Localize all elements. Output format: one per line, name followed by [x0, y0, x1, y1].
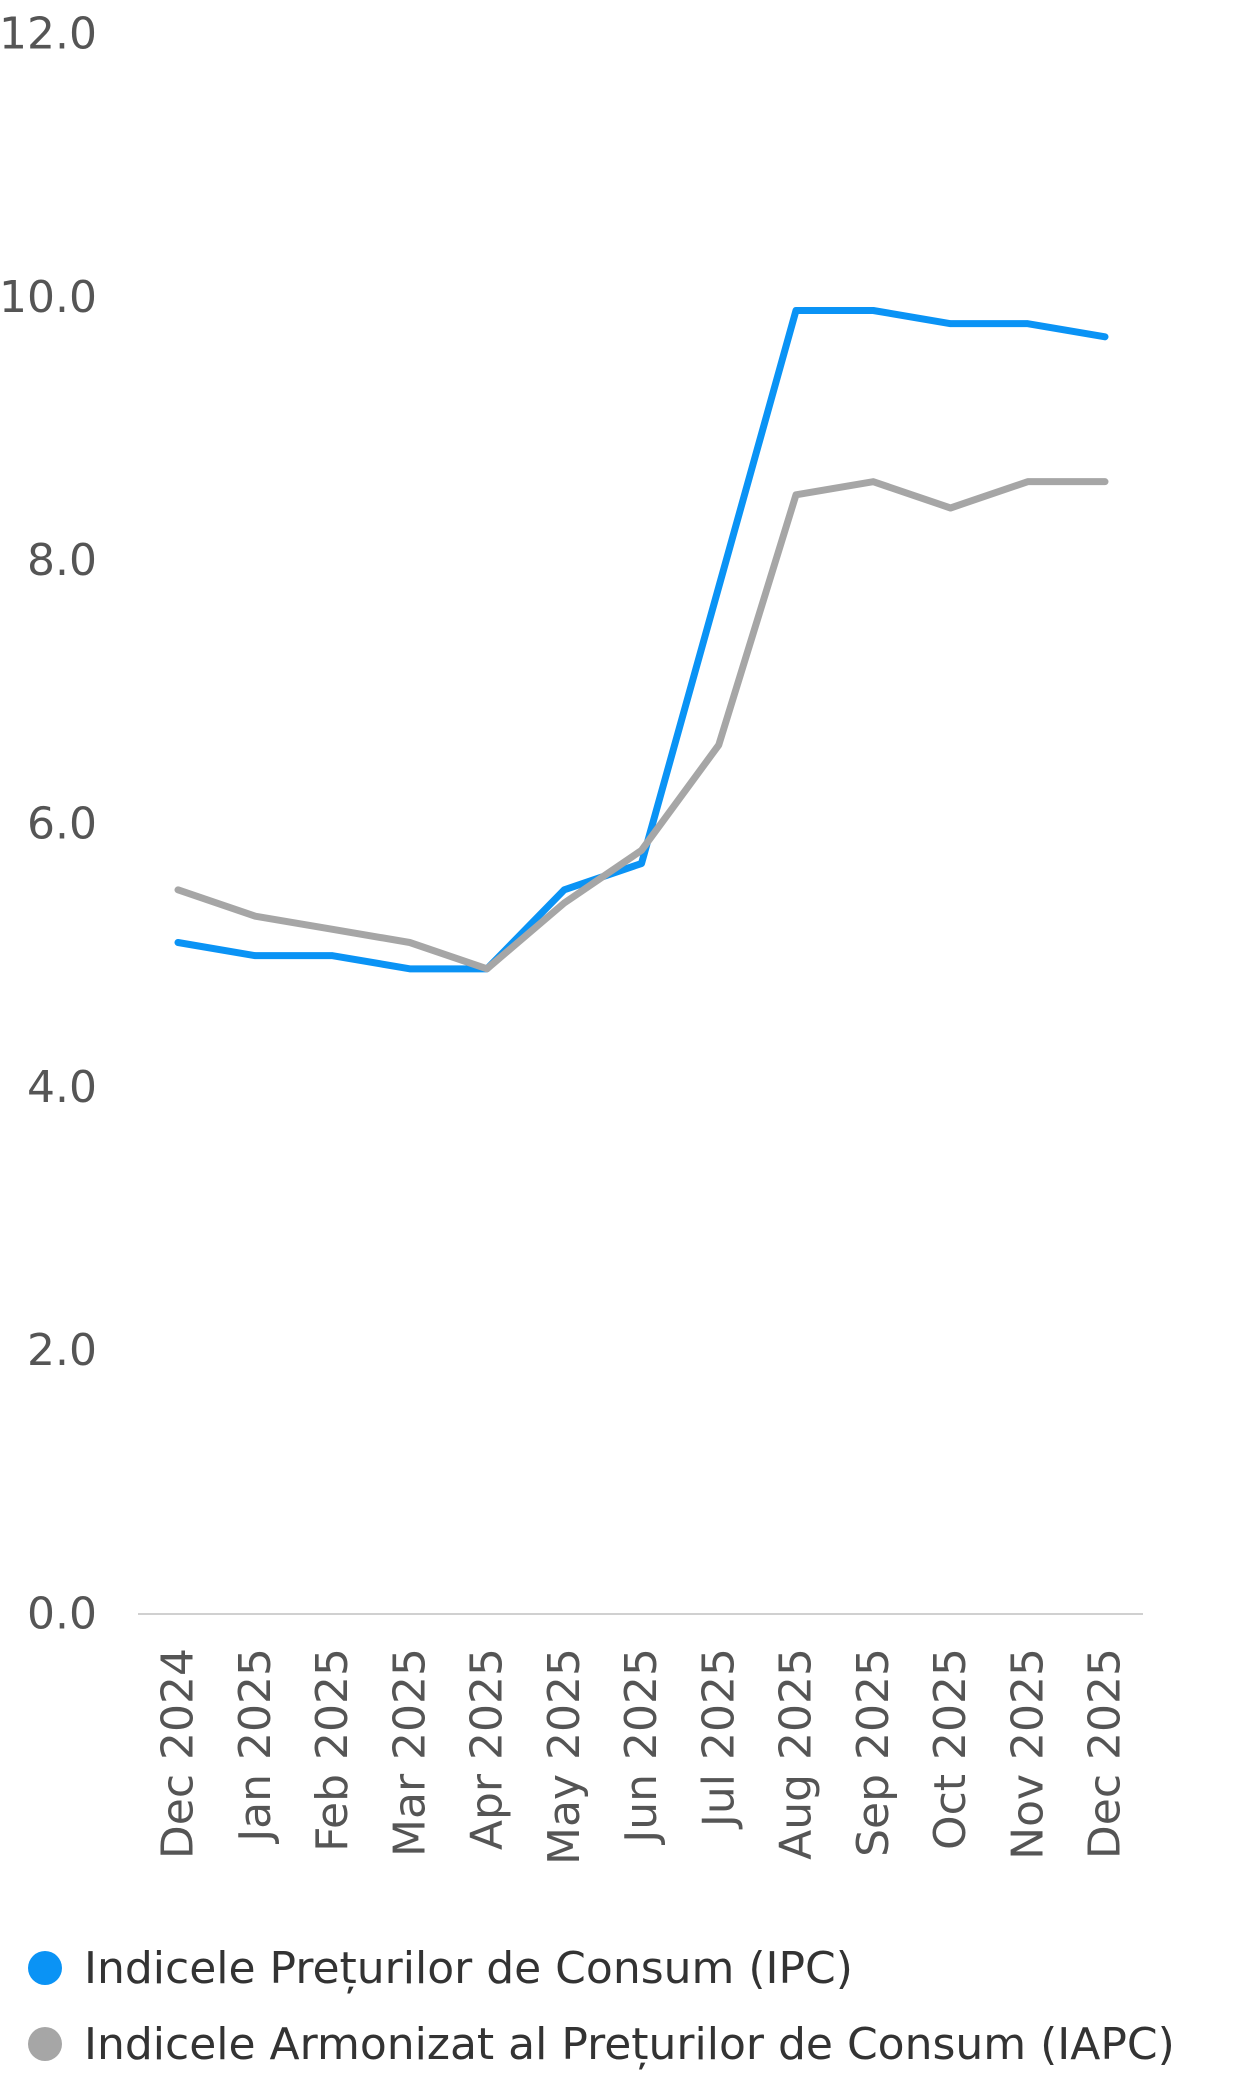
x-tick-label: Dec 2024 — [153, 1648, 204, 1859]
x-tick-label: Mar 2025 — [384, 1648, 435, 1857]
y-axis-labels: 0.0 2.0 4.0 6.0 8.0 10.0 12.0 — [0, 9, 97, 1640]
x-tick-label: May 2025 — [539, 1648, 590, 1865]
y-tick-label: 2.0 — [27, 1325, 97, 1376]
legend-label: Indicele Armonizat al Prețurilor de Cons… — [84, 2018, 1175, 2070]
y-tick-label: 6.0 — [27, 799, 97, 850]
series-line-2 — [174, 478, 1109, 973]
line-chart: 0.0 2.0 4.0 6.0 8.0 10.0 12.0 Dec 2024 Jan 2025… — [0, 9, 1143, 1865]
x-tick-label: Apr 2025 — [462, 1648, 513, 1850]
y-tick-label: 0.0 — [27, 1589, 97, 1640]
x-tick-label: Jan 2025 — [230, 1648, 281, 1845]
x-axis-labels: Dec 2024 Jan 2025 Feb 2025 Mar 2025 Apr 2025… — [153, 1648, 1131, 1865]
y-tick-label: 10.0 — [0, 272, 97, 323]
x-tick-label: Jul 2025 — [693, 1648, 744, 1830]
y-tick-label: 8.0 — [27, 535, 97, 586]
x-tick-label: Nov 2025 — [1002, 1648, 1053, 1860]
x-tick-label: Aug 2025 — [771, 1648, 822, 1860]
legend-item: Indicele Armonizat al Prețurilor de Cons… — [28, 2006, 1228, 2082]
y-tick-label: 12.0 — [0, 9, 97, 60]
y-tick-label: 4.0 — [27, 1062, 97, 1113]
legend-marker-icon — [28, 1951, 62, 1985]
x-tick-label: Oct 2025 — [925, 1648, 976, 1850]
series-lines — [174, 307, 1109, 973]
x-tick-label: Feb 2025 — [307, 1648, 358, 1852]
legend-label: Indicele Prețurilor de Consum (IPC) — [84, 1942, 853, 1994]
series-line-1 — [174, 307, 1109, 973]
legend-marker-icon — [28, 2027, 62, 2061]
x-tick-label: Jun 2025 — [616, 1648, 667, 1846]
x-tick-label: Sep 2025 — [848, 1648, 899, 1857]
legend-item: Indicele Prețurilor de Consum (IPC) — [28, 1930, 1228, 2006]
legend: Indicele Prețurilor de Consum (IPC) Indic… — [28, 1930, 1228, 2082]
x-tick-label: Dec 2025 — [1080, 1648, 1131, 1859]
